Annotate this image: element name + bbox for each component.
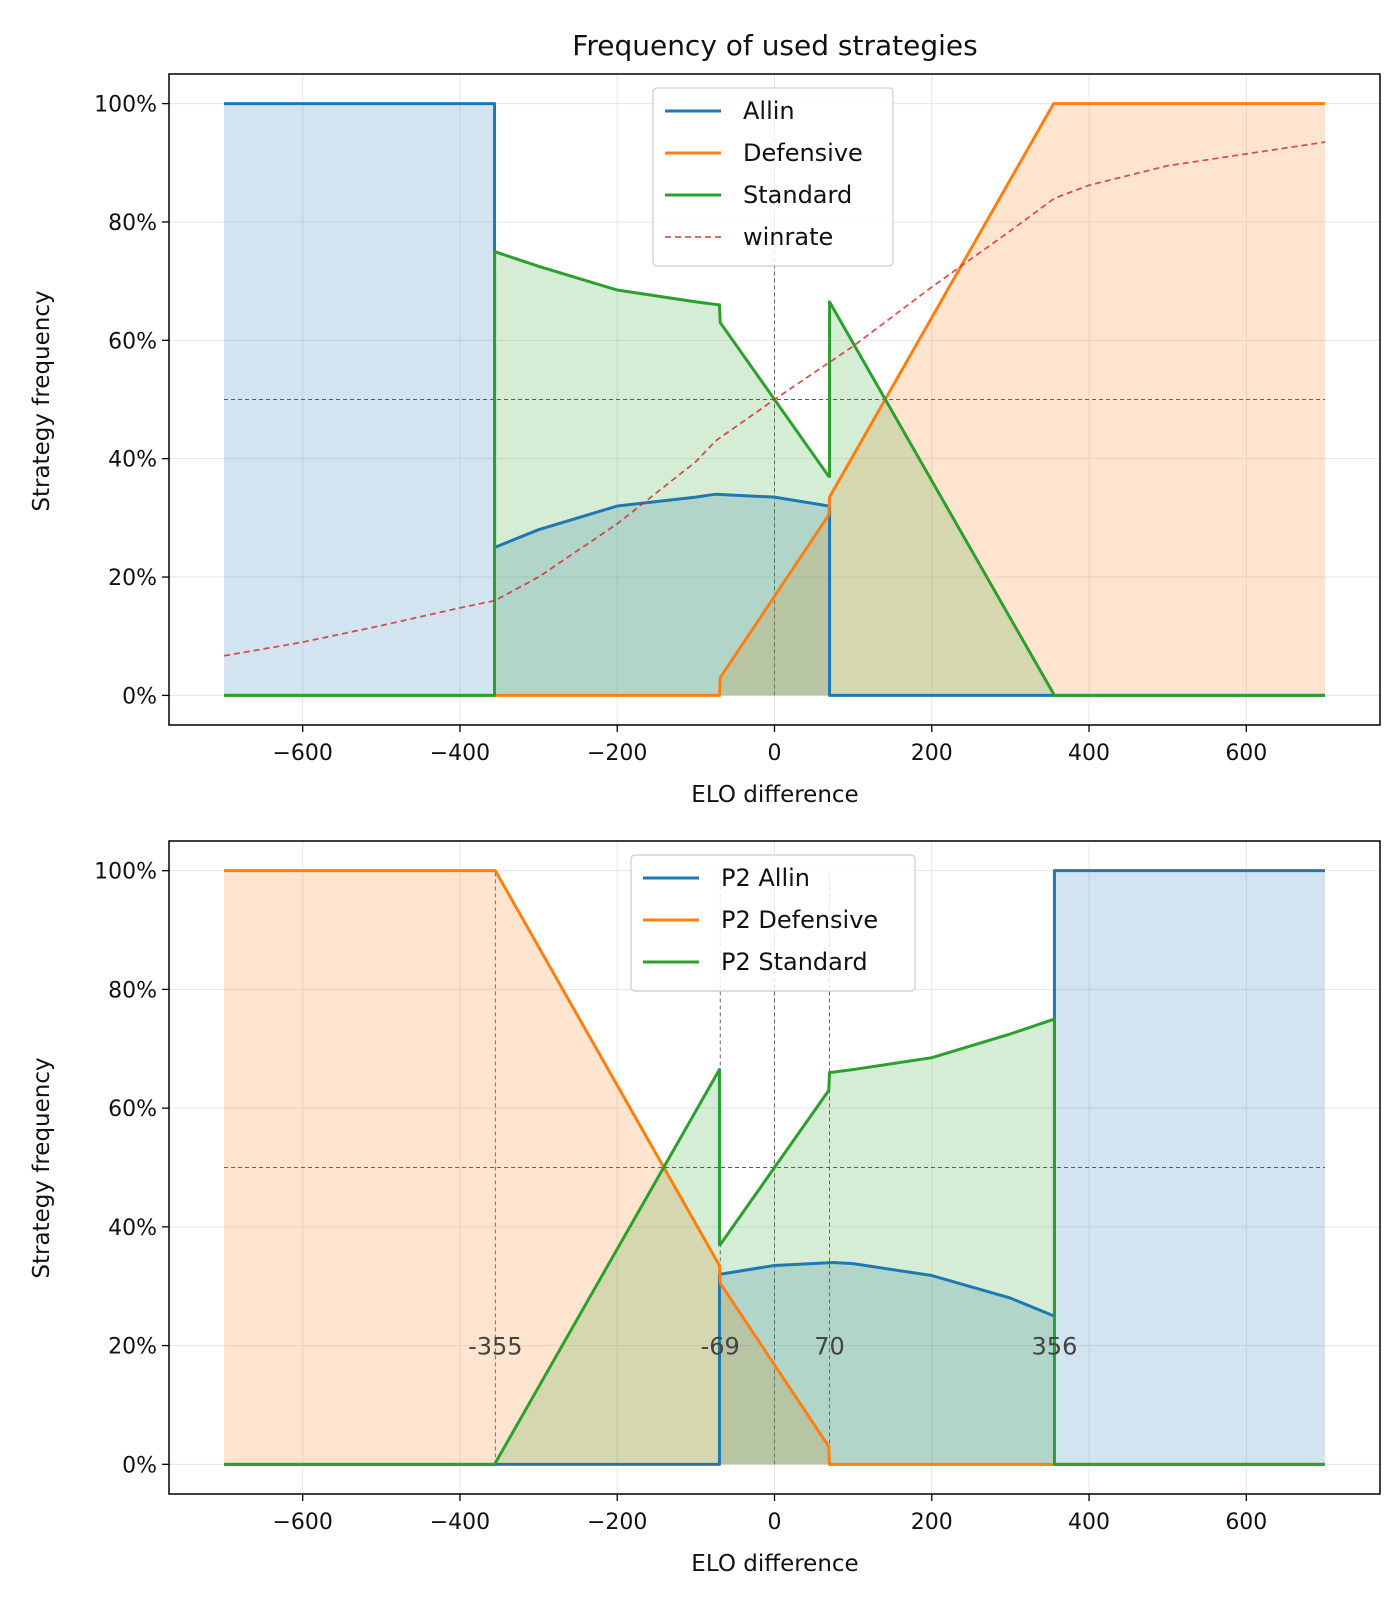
legend-label: Allin	[743, 97, 795, 125]
x-tick-label: 600	[1225, 1510, 1267, 1535]
series-fill-p2-defensive	[224, 870, 1325, 1465]
y-tick-label: 80%	[108, 211, 157, 236]
y-tick-label: 40%	[108, 1216, 157, 1241]
y-tick-label: 80%	[108, 978, 157, 1003]
x-tick-label: 0	[768, 1510, 782, 1535]
legend-label: winrate	[743, 223, 833, 251]
legend-label: P2 Allin	[721, 864, 810, 892]
x-tick-label: 0	[768, 741, 782, 766]
x-tick-label: 400	[1068, 1510, 1110, 1535]
y-tick-label: 40%	[108, 448, 157, 473]
y-tick-label: 60%	[108, 1097, 157, 1122]
series-line-standard	[224, 250, 1325, 697]
x-axis-label: ELO difference	[691, 1551, 858, 1577]
series-fill-p2-standard	[224, 1019, 1325, 1465]
legend-label: Defensive	[743, 139, 863, 167]
x-tick-label: −400	[430, 741, 490, 766]
x-tick-label: 200	[911, 1510, 953, 1535]
series-fill-allin	[224, 103, 1325, 696]
x-tick-label: 400	[1068, 741, 1110, 766]
legend-label: Standard	[743, 181, 852, 209]
y-axis-label: Strategy frequency	[29, 290, 55, 511]
series-line-p2-standard	[224, 1017, 1325, 1466]
series-fill-standard	[224, 251, 1325, 696]
y-tick-label: 20%	[108, 1335, 157, 1360]
chart-bottom: -355 -69 70 356 −600 −400 −200 0 200 400 600 0% 20%…	[29, 840, 1381, 1577]
series-line-defensive	[224, 102, 1325, 697]
x-tick-label: −600	[272, 1510, 332, 1535]
x-tick-label: 200	[911, 741, 953, 766]
y-tick-label: 100%	[94, 860, 157, 885]
annotation-label: 70	[814, 1333, 845, 1361]
chart-title: Frequency of used strategies	[572, 29, 977, 62]
x-tick-label: −200	[587, 741, 647, 766]
series-line-p2-defensive	[224, 869, 1325, 1466]
legend-box	[652, 87, 894, 267]
y-tick-label: 0%	[122, 684, 157, 709]
legend-label: P2 Defensive	[721, 906, 878, 934]
annotation-label: -69	[701, 1333, 740, 1361]
legend-box	[630, 854, 916, 992]
x-tick-label: 600	[1225, 741, 1267, 766]
chart-top: −600 −400 −200 0 200 400 600 0% 20% 40% 60% 80% 100%…	[29, 29, 1381, 808]
series-line-winrate	[223, 141, 1326, 657]
y-tick-label: 0%	[122, 1453, 157, 1478]
x-tick-label: −400	[430, 1510, 490, 1535]
y-tick-label: 100%	[94, 93, 157, 118]
legend: Allin Defensive Standard winrate	[652, 87, 894, 267]
legend-label: P2 Standard	[721, 948, 868, 976]
legend: P2 Allin P2 Defensive P2 Standard	[630, 854, 916, 992]
x-tick-label: −200	[587, 1510, 647, 1535]
series-fill-defensive	[224, 103, 1325, 696]
x-tick-label: −600	[272, 741, 332, 766]
x-axis-label: ELO difference	[691, 782, 858, 808]
y-tick-label: 60%	[108, 329, 157, 354]
y-tick-label: 20%	[108, 566, 157, 591]
y-axis-label: Strategy frequency	[29, 1057, 55, 1278]
annotation-label: -355	[468, 1333, 522, 1361]
annotation-label: 356	[1032, 1333, 1078, 1361]
